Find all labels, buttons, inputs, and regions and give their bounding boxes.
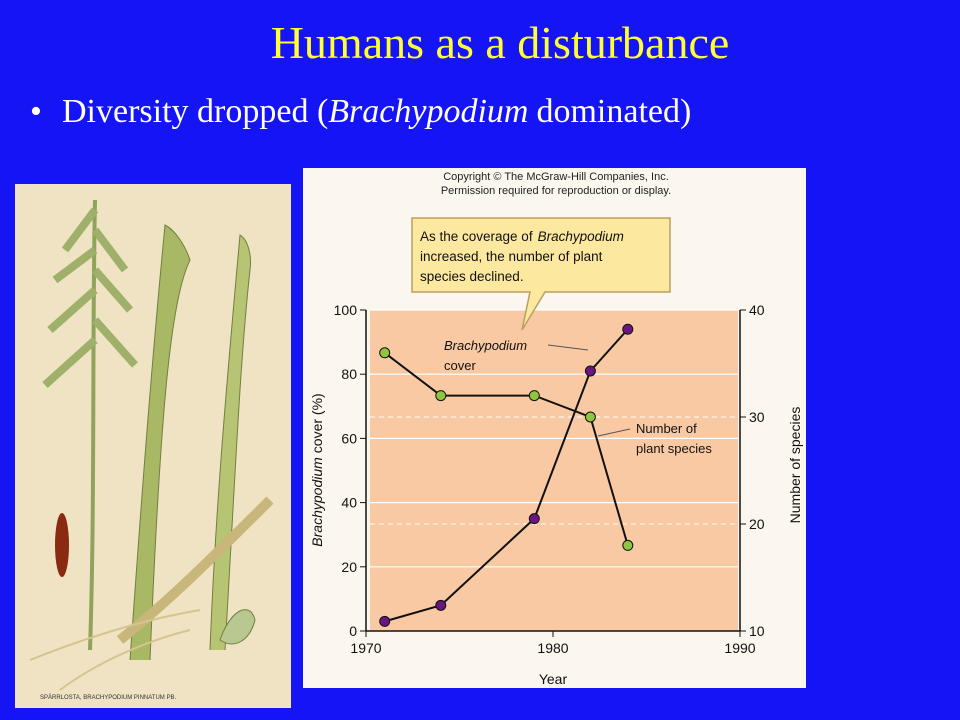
callout-box [411, 217, 671, 331]
plot-area [370, 310, 738, 631]
data-point [435, 599, 447, 611]
slide-title: Humans as a disturbance [271, 17, 730, 68]
y2-axis-label: Number of species [787, 407, 803, 524]
copyright: Permission required for reproduction or … [441, 185, 671, 197]
y2-tick-label: 30 [749, 409, 765, 425]
callout-text: As the coverage of [420, 229, 533, 244]
plate-caption: SPÄRRLOSTA, BRACHYPODIUM PINNATUM PB. [40, 694, 176, 701]
data-point [622, 323, 634, 335]
bullet-dot: • [30, 93, 42, 130]
y-axis-label-text: cover (%) [309, 393, 325, 453]
y-tick-label: 60 [341, 430, 357, 446]
data-point [379, 347, 391, 359]
data-point [435, 390, 447, 402]
y-tick-label: 40 [341, 495, 357, 511]
y2-tick-label: 10 [749, 623, 765, 639]
bullet-text: Diversity dropped ( [62, 93, 328, 130]
annotation: Brachypodium [444, 338, 527, 353]
callout-italic: Brachypodium [538, 229, 624, 244]
y-tick-label: 0 [349, 623, 357, 639]
y-axis-label: Brachypodium cover (%) [309, 393, 325, 546]
copyright: Copyright © The McGraw-Hill Companies, I… [443, 171, 669, 183]
annotation: cover [444, 358, 476, 373]
bullet-text: dominated) [536, 93, 691, 130]
x-axis-label: Year [539, 671, 568, 687]
data-point [622, 539, 634, 551]
callout-text: increased, the number of plant [420, 249, 603, 264]
plant-plate: SPÄRRLOSTA, BRACHYPODIUM PINNATUM PB. [15, 184, 291, 708]
annotation: plant species [636, 441, 712, 456]
bullet: Diversity dropped (Brachypodium dominated… [62, 93, 691, 130]
data-point [528, 513, 540, 525]
data-point [584, 411, 596, 423]
data-point [584, 365, 596, 377]
y2-tick-label: 40 [749, 302, 765, 318]
y-tick-label: 80 [341, 366, 357, 382]
x-tick-label: 1970 [350, 640, 381, 656]
data-point [379, 615, 391, 627]
annotation-leader [547, 344, 589, 351]
y2-tick-label: 20 [749, 516, 765, 532]
annotation: Number of [636, 421, 697, 436]
y-tick-label: 100 [334, 302, 358, 318]
y-tick-label: 20 [341, 559, 357, 575]
bullet-italic: Brachypodium [328, 93, 528, 130]
x-tick-label: 1980 [537, 640, 568, 656]
callout: As the coverage of Brachypodium [420, 229, 624, 244]
x-tick-label: 1990 [724, 640, 755, 656]
chart: 0 20 40 60 80 100 10 20 30 40 1970 1980 1990 [334, 302, 765, 656]
annotation-leader [597, 428, 631, 437]
data-point [528, 390, 540, 402]
callout-text: species declined. [420, 269, 524, 284]
y-axis-label-italic: Brachypodium [309, 457, 325, 547]
